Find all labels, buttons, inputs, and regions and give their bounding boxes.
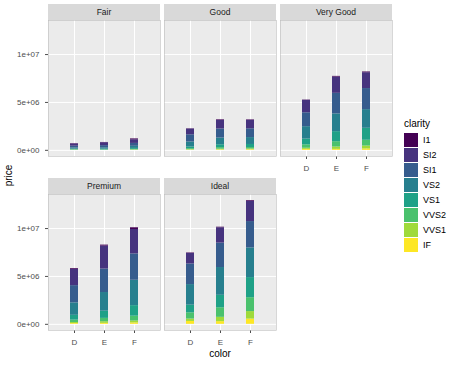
svg-text:1e+07: 1e+07 — [17, 224, 40, 233]
html-text:VS1: VS1 — [423, 194, 440, 205]
svg-text:5e+06: 5e+06 — [17, 272, 40, 281]
svg-text:D: D — [72, 338, 78, 347]
html-text:Good: Good — [209, 7, 231, 17]
html-text:Very Good: Very Good — [315, 7, 357, 17]
html-text:SI1: SI1 — [423, 164, 437, 175]
html-text:price: price — [2, 164, 14, 187]
html-text:I1: I1 — [423, 134, 431, 145]
html-text:IF: IF — [423, 239, 431, 250]
svg-text:F: F — [132, 338, 137, 347]
html-text:VVS1: VVS1 — [423, 224, 446, 235]
html-text:color: color — [209, 348, 231, 359]
svg-text:D: D — [304, 164, 310, 173]
html-text:Ideal: Ideal — [210, 181, 230, 191]
html-text:SI2: SI2 — [423, 149, 437, 160]
svg-text:F: F — [248, 338, 253, 347]
svg-text:0e+00: 0e+00 — [17, 320, 40, 329]
svg-text:D: D — [188, 338, 194, 347]
svg-text:E: E — [218, 338, 223, 347]
html-text:Premium: Premium — [87, 181, 121, 191]
svg-text:0e+00: 0e+00 — [17, 146, 40, 155]
svg-text:5e+06: 5e+06 — [17, 98, 40, 107]
html-text:VS2: VS2 — [423, 179, 440, 190]
svg-text:1e+07: 1e+07 — [17, 50, 40, 59]
html-text:VVS2: VVS2 — [423, 209, 446, 220]
html-text:clarity: clarity — [404, 118, 431, 129]
svg-text:E: E — [102, 338, 107, 347]
svg-text:F: F — [364, 164, 369, 173]
svg-text:E: E — [334, 164, 339, 173]
html-text:Fair: Fair — [96, 7, 112, 17]
